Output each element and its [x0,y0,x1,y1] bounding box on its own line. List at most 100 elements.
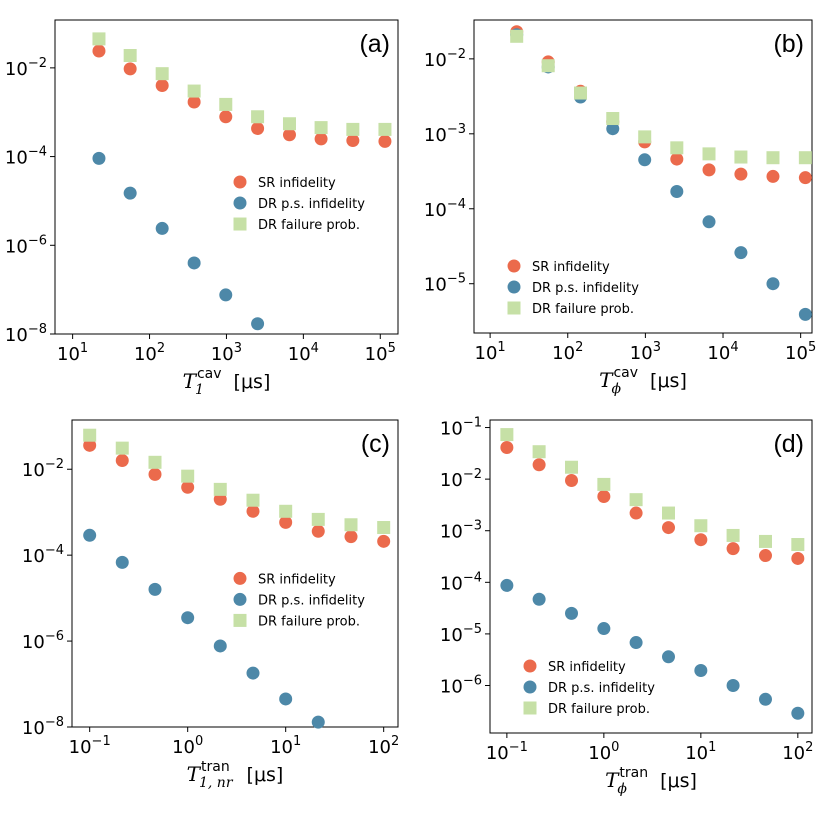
tick-base: 10 [134,344,157,365]
tick-exponent: −1 [463,416,482,431]
marker-circle [279,515,293,529]
tick-base: 10 [5,148,28,169]
y-tick-label: 10−8 [22,715,64,739]
marker-square [346,122,360,136]
x-axis-label-sub: ϕ [617,781,627,797]
legend-marker [233,592,247,606]
x-axis-label-unit: [μs] [234,371,271,393]
tick-exponent: 1 [708,740,716,755]
marker-circle [726,678,740,692]
marker-square [187,84,201,98]
marker-circle [344,530,358,544]
tick-base: 10 [5,236,28,257]
marker-square [734,150,748,164]
x-tick-label: 105 [785,340,816,364]
y-tick-label: 10−3 [440,519,482,543]
marker-circle [500,578,514,592]
y-tick-label: 10−2 [5,56,47,80]
tick-base: 10 [22,632,45,653]
tick-exponent: 2 [157,341,165,356]
marker-circle [629,636,643,650]
x-axis-label-sub: 1, nr [199,775,234,791]
x-tick-label: 103 [630,340,661,364]
marker-circle [115,453,129,467]
tick-exponent: −6 [463,673,482,688]
tick-base: 10 [440,625,463,646]
marker-square [694,519,708,533]
marker-square [629,493,643,507]
tick-exponent: −1 [509,740,528,755]
y-tick-label: 10−6 [5,233,47,257]
x-tick-label: 100 [172,734,203,758]
marker-circle [251,317,265,331]
marker-circle [311,715,325,729]
legend: SR infidelity DR p.s. infidelity DR failur… [507,259,639,317]
marker-square [661,506,675,520]
tick-base: 10 [424,125,447,146]
tick-base: 10 [782,743,805,764]
y-tick-label: 10−4 [424,197,466,221]
marker-square [181,469,195,483]
tick-exponent: 1 [293,734,301,749]
tick-base: 10 [486,743,509,764]
x-axis-label: T [183,369,198,393]
marker-circle [694,533,708,547]
legend-label: DR p.s. infidelity [532,281,639,296]
marker-square [766,151,780,165]
tick-base: 10 [440,470,463,491]
marker-circle [251,121,265,135]
x-axis-label-sub: ϕ [611,381,621,397]
tick-exponent: 2 [575,340,583,355]
legend-label: DR failure prob. [258,218,360,233]
tick-base: 10 [685,743,708,764]
x-tick-label: 103 [211,341,242,365]
tick-exponent: −4 [28,145,47,160]
legend-marker [523,659,537,673]
tick-exponent: −2 [447,47,466,62]
x-tick-label: 102 [552,340,583,364]
y-tick-label: 10−8 [5,322,47,346]
marker-circle [83,528,97,542]
marker-square [574,86,588,100]
tick-exponent: 2 [391,734,399,749]
tick-exponent: 5 [388,341,396,356]
x-axis-label-unit: [μs] [247,764,284,786]
marker-square [702,147,716,161]
marker-circle [670,152,684,166]
tick-exponent: 1 [497,340,505,355]
marker-circle [734,246,748,260]
x-axis-label-sup: tran [619,765,648,781]
marker-square [670,141,684,155]
y-tick-label: 10−5 [440,622,482,646]
marker-square [791,538,805,552]
marker-circle [83,438,97,452]
tick-base: 10 [69,737,92,758]
marker-circle [346,134,360,148]
panel-label: (d) [773,430,804,458]
marker-circle [279,692,293,706]
marker-square [597,477,611,491]
tick-base: 10 [440,419,463,440]
marker-circle [500,441,514,455]
y-tick-label: 10−4 [440,570,482,594]
x-tick-label: 102 [782,740,813,764]
panel-label: (c) [361,430,390,458]
marker-circle [123,186,137,200]
tick-base: 10 [172,737,195,758]
marker-circle [670,184,684,198]
marker-circle [726,542,740,556]
marker-circle [661,650,675,664]
marker-circle [115,555,129,569]
tick-exponent: −2 [45,457,64,472]
tick-base: 10 [22,546,45,567]
marker-circle [766,277,780,291]
marker-circle [638,153,652,167]
plot-frame [473,19,813,334]
marker-circle [92,44,106,58]
marker-square [638,130,652,144]
marker-circle [155,221,169,235]
legend-label: DR p.s. infidelity [548,681,655,696]
marker-circle [532,458,546,472]
